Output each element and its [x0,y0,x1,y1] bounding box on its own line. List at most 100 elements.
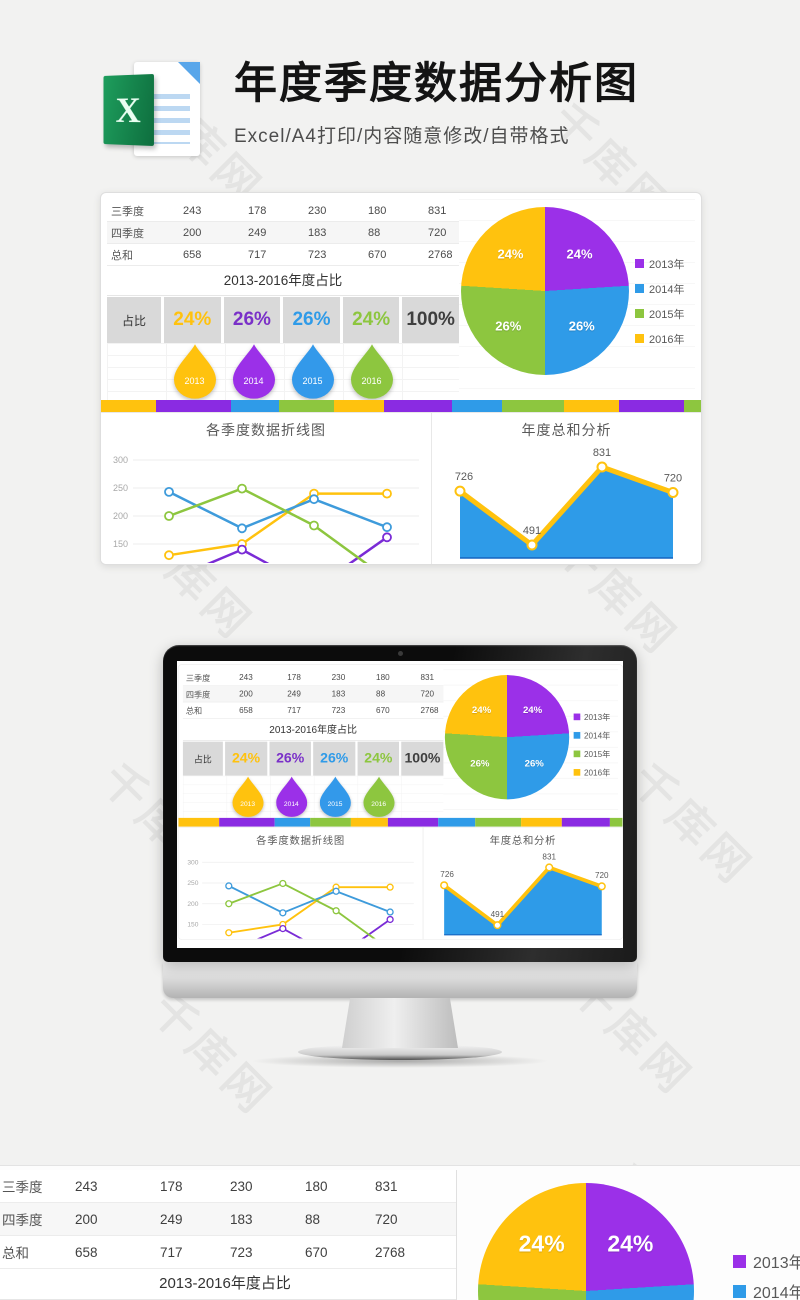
table-cell: 178 [248,204,267,217]
dashboard-left-panel: 三季度 243 178 230 180 831 四季度 200 249 183 88 720 总和 658… [182,669,444,827]
svg-text:250: 250 [113,483,128,493]
table-cell: 183 [331,689,346,699]
ratio-value: 26% [223,297,281,343]
table-row-label: 三季度 [2,1180,43,1195]
droplet-2016: 2016 [342,343,401,411]
svg-text:200: 200 [113,511,128,521]
droplet-year-label: 2013 [240,800,256,808]
strip-segment [101,400,156,412]
strip-segment [684,400,701,412]
page-title: 年度季度数据分析图 [234,60,639,108]
table-cell: 180 [376,673,390,683]
table-cell: 831 [420,673,435,683]
table-row-label: 四季度 [2,1213,43,1228]
droplet-icon [232,776,264,817]
pie-slice-label: 24% [497,246,524,262]
droplet-icon [232,344,275,399]
pie-slice-label: 24% [566,246,593,262]
pie-slice-label: 26% [470,757,490,769]
table-row-label: 四季度 [111,227,144,240]
table-row-label: 三季度 [185,673,211,683]
table-row: 总和 658 717 723 670 2768 [107,244,459,266]
legend-item: 2014年 [733,1276,800,1300]
table-row-label: 总和 [111,249,133,262]
dashboard-main-slot: 三季度 243 178 230 180 831 四季度 200 249 183 88 720 总和 658… [100,192,702,565]
droplet-icon [173,344,216,399]
ratio-row: 占比 24% 26% 26% 24% 100% [107,297,459,343]
legend-item: 2016年 [635,326,684,351]
table-cell: 658 [75,1244,98,1260]
table-cell: 249 [248,226,267,239]
strip-segment [619,400,684,412]
table-cell: 243 [75,1178,98,1194]
strip-segment [310,817,351,827]
monitor-stand-base [298,1044,502,1060]
table-cell: 2768 [375,1244,406,1260]
bottom-table-wrap: 三季度 243 178 230 180 831 四季度 200 249 183 88 720 总和 658… [0,1170,457,1300]
line-chart-title: 各季度数据折线图 [206,422,326,438]
area-chart-panel: 年度总和分析 726 491 831 720 [423,826,623,940]
strip-segment [156,400,231,412]
excel-file-icon: X [102,60,204,160]
table-cell: 720 [428,226,447,239]
year-droplets: 2013 2014 2015 2016 [183,775,444,827]
legend-label: 2013年 [584,713,611,723]
table-cell: 249 [160,1211,183,1227]
strip-segment [564,400,619,412]
table-cell: 200 [183,226,202,239]
svg-text:300: 300 [113,455,128,465]
droplet-2015: 2015 [313,776,357,826]
legend-label: 2014年 [649,283,685,296]
svg-text:726: 726 [455,471,473,483]
droplet-icon [275,776,307,817]
ratio-value: 26% [313,741,356,776]
monitor-bezel: 三季度 243 178 230 180 831 四季度 200 249 183 88 720 总和 658… [163,645,637,962]
table-cell: 178 [287,673,301,683]
excel-x-letter: X [115,89,141,131]
dashboard-monitor-slot: 三季度 243 178 230 180 831 四季度 200 249 183 88 720 总和 658… [177,663,623,940]
area-chart: 726 491 831 720 [440,852,609,936]
monitor-stand-neck [342,998,458,1048]
legend-swatch [573,732,581,739]
ratio-value: 24% [225,741,267,776]
table-row-label: 总和 [2,1246,29,1261]
droplet-icon [363,776,395,817]
strip-segment [561,817,610,827]
droplet-2014: 2014 [270,776,314,826]
svg-text:150: 150 [187,922,198,929]
ratio-label: 占比 [107,297,161,343]
table-cell: 88 [376,689,386,699]
webcam-dot-icon [398,651,403,656]
strip-segment [274,817,311,827]
legend-swatch [635,259,644,268]
ratio-value: 26% [283,297,340,343]
droplet-year-label: 2015 [327,800,343,808]
pie-chart: 24% 26% 26% 24% [444,675,570,800]
table-cell: 183 [308,226,327,239]
bottom-table: 三季度 243 178 230 180 831 四季度 200 249 183 88 720 总和 658… [0,1170,456,1269]
legend-item: 2013年 [635,251,684,276]
strip-segment [502,400,564,412]
strip-segment [609,817,623,827]
line-chart: 300 250 200 150 [113,455,419,563]
legend-swatch [573,769,581,776]
ratio-value: 26% [269,741,312,776]
table-cell: 723 [230,1244,253,1260]
droplet-2015: 2015 [283,343,342,411]
strip-segment [387,817,439,827]
legend-label: 2015年 [584,750,611,760]
pie-panel: 24% 26% 26% 24% 2013年 2014年 2015年 2016年 [459,199,695,399]
table-title: 2013-2016年度占比 [107,266,459,296]
table-cell: 200 [239,689,253,699]
table-cell: 243 [239,673,253,683]
legend-swatch [635,309,644,318]
strip-segment [279,400,334,412]
table-cell: 670 [368,248,387,261]
line-chart-title: 各季度数据折线图 [256,834,345,846]
table-row: 四季度 200 249 183 88 720 [0,1203,456,1236]
ratio-value: 24% [164,297,221,343]
table-row-label: 四季度 [185,690,211,700]
table-row-label: 三季度 [111,205,144,218]
pie-chart: 24% 26% 26% 24% [461,207,629,375]
